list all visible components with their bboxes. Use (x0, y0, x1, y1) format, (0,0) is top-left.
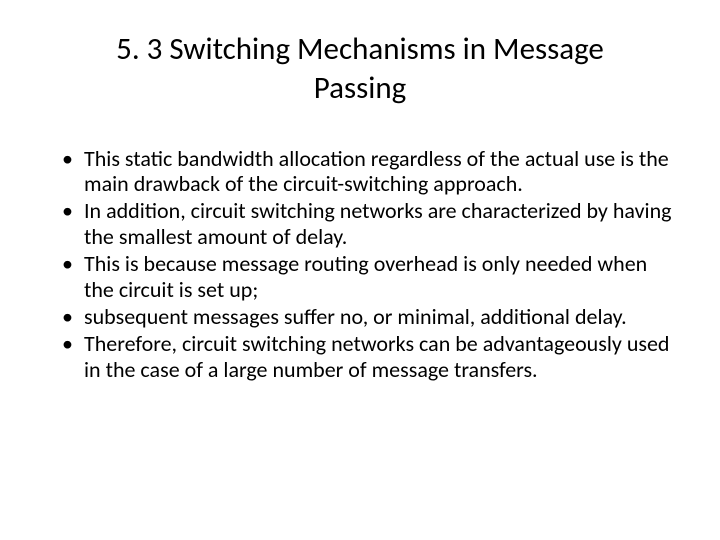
slide-container: 5. 3 Switching Mechanisms in Message Pas… (0, 0, 720, 540)
slide-title: 5. 3 Switching Mechanisms in Message Pas… (40, 30, 680, 108)
bullet-item: This is because message routing overhead… (62, 251, 680, 303)
bullet-item: This static bandwidth allocation regardl… (62, 146, 680, 198)
bullet-list: This static bandwidth allocation regardl… (62, 146, 680, 384)
bullet-item: In addition, circuit switching networks … (62, 198, 680, 250)
slide-content: This static bandwidth allocation regardl… (40, 146, 680, 384)
bullet-item: subsequent messages suffer no, or minima… (62, 304, 680, 330)
bullet-item: Therefore, circuit switching networks ca… (62, 331, 680, 383)
